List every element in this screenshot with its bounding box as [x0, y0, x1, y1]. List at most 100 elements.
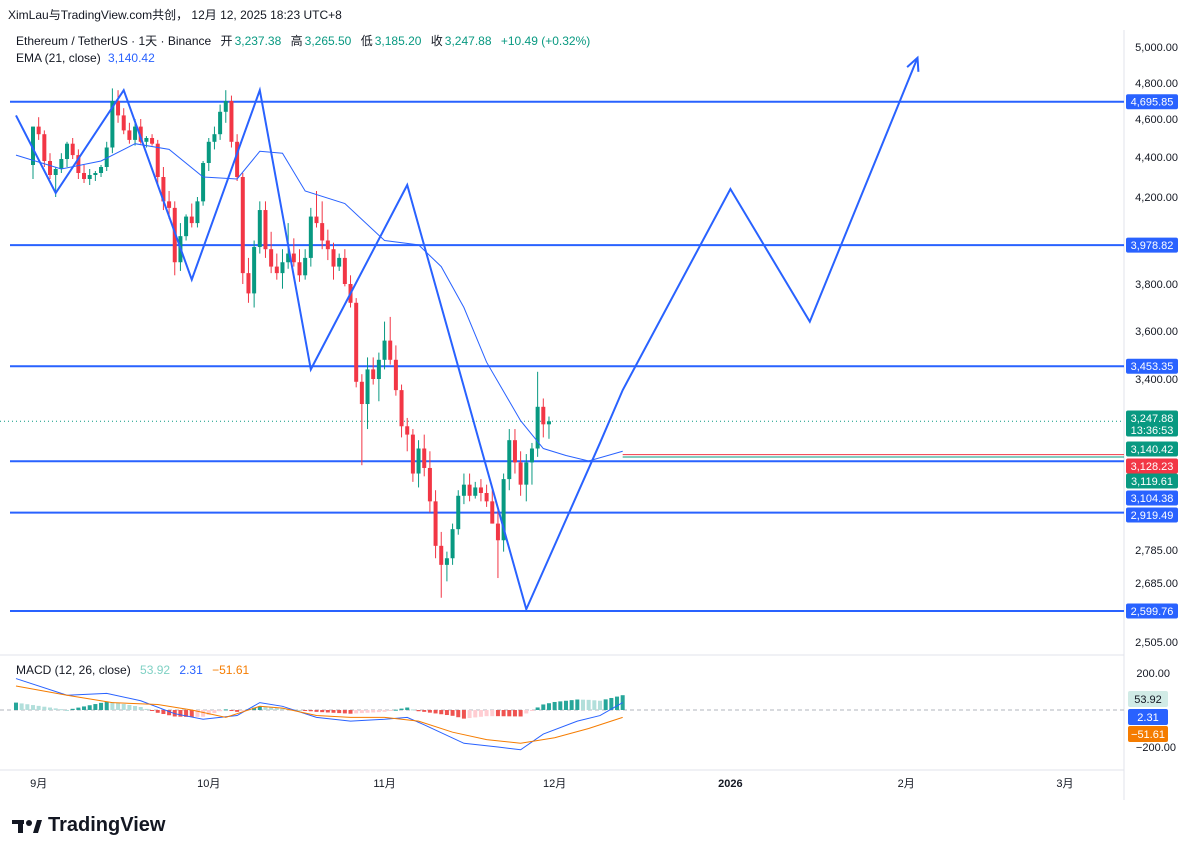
macd-histogram-bar	[444, 710, 449, 716]
candle-body	[541, 406, 546, 425]
macd-histogram-bar	[456, 710, 461, 718]
candle-body	[42, 134, 47, 161]
macd-tick-label: 200.00	[1136, 668, 1170, 680]
macd-histogram-bar	[150, 710, 155, 711]
macd-hist-value: 53.92	[140, 663, 171, 677]
macd-signal-value: −51.61	[212, 663, 250, 677]
macd-histogram-bar	[25, 704, 30, 710]
price-tick-label: 5,000.00	[1135, 42, 1178, 54]
macd-histogram-bar	[405, 707, 410, 710]
price-tick-label: 4,200.00	[1135, 192, 1178, 204]
price-tag-sub: 13:36:53	[1131, 425, 1174, 437]
macd-histogram-bar	[274, 707, 279, 710]
candle-body	[206, 141, 211, 163]
macd-histogram-bar	[206, 710, 211, 715]
macd-histogram-bar	[235, 710, 240, 712]
macd-histogram-bar	[13, 702, 18, 710]
candle-body	[167, 201, 172, 208]
macd-histogram-bar	[592, 700, 597, 710]
candle-body	[184, 216, 189, 237]
candle-body	[240, 177, 245, 274]
candle-body	[110, 101, 115, 148]
candle-body	[410, 434, 415, 474]
macd-histogram-bar	[563, 700, 568, 710]
candle-body	[201, 163, 206, 202]
macd-histogram-bar	[427, 710, 432, 713]
candle-body	[507, 440, 512, 480]
candle-body	[252, 247, 257, 294]
macd-histogram-bar	[575, 699, 580, 710]
macd-histogram-bar	[422, 710, 427, 712]
macd-histogram-bar	[371, 710, 376, 713]
candle-body	[444, 558, 449, 565]
candle-body	[274, 266, 279, 274]
candle-body	[354, 302, 359, 382]
macd-value-tag-bg	[1128, 709, 1168, 725]
candle-body	[473, 487, 478, 496]
macd-histogram-bar	[218, 710, 223, 712]
macd-histogram-bar	[257, 706, 262, 710]
candle-body	[218, 111, 223, 135]
macd-signal-line	[15, 685, 623, 744]
macd-histogram-bar	[495, 710, 500, 717]
candle-body	[93, 173, 98, 175]
macd-label[interactable]: MACD (12, 26, close)	[16, 663, 131, 677]
macd-histogram-bar	[580, 699, 585, 710]
price-tag: 3,104.38	[1131, 493, 1174, 505]
candle-body	[416, 448, 421, 474]
macd-histogram-bar	[512, 710, 517, 717]
ema-label[interactable]: EMA (21, close)	[16, 51, 101, 65]
macd-histogram-bar	[342, 710, 347, 714]
macd-histogram-bar	[53, 708, 58, 710]
macd-histogram-bar	[484, 710, 489, 717]
candle-body	[529, 448, 534, 463]
macd-histogram-bar	[320, 710, 325, 713]
candle-body	[393, 359, 398, 391]
high-label: 高	[290, 34, 303, 48]
macd-histogram-bar	[229, 710, 234, 711]
candle-body	[104, 147, 109, 167]
macd-histogram-bar	[144, 708, 149, 710]
tradingview-logo[interactable]: TradingView	[12, 814, 165, 837]
macd-line-value: 2.31	[179, 663, 203, 677]
low-label: 低	[360, 34, 373, 48]
candle-body	[501, 479, 506, 541]
candle-body	[308, 216, 313, 258]
time-axis-label: 2026	[718, 778, 742, 790]
candle-body	[87, 175, 92, 179]
macd-histogram-bar	[461, 710, 466, 719]
candle-body	[138, 126, 143, 142]
candle-body	[388, 340, 393, 360]
tradingview-logo-text: TradingView	[48, 814, 166, 836]
candle-body	[31, 126, 35, 165]
candle-body	[229, 101, 234, 142]
macd-histogram-bar	[121, 703, 126, 710]
price-tag: 3,119.61	[1131, 476, 1173, 488]
macd-histogram-bar	[252, 707, 257, 710]
open-value: 3,237.38	[234, 34, 282, 48]
macd-histogram-bar	[365, 710, 370, 713]
price-tag: 3,247.88	[1131, 413, 1174, 425]
macd-histogram-bar	[433, 710, 438, 714]
price-tick-label: 2,785.00	[1135, 545, 1178, 557]
macd-histogram-bar	[155, 710, 160, 713]
macd-histogram-bar	[65, 710, 70, 711]
macd-histogram-bar	[450, 710, 455, 716]
level-price-tag: 4,695.85	[1131, 97, 1174, 109]
time-axis-label: 9月	[30, 778, 47, 790]
projection-arrow-head	[906, 55, 920, 72]
macd-histogram-bar	[535, 707, 540, 710]
candle-body	[161, 177, 166, 202]
macd-histogram-bar	[48, 707, 53, 710]
macd-histogram-bar	[82, 706, 87, 710]
macd-histogram-bar	[127, 704, 132, 710]
chart-attribution: XimLau与TradingView.com共创， 12月 12, 2025 1…	[8, 8, 342, 22]
macd-value-tag: −51.61	[1131, 729, 1165, 741]
price-tag-bg	[1126, 410, 1178, 437]
macd-histogram-bar	[507, 710, 512, 717]
price-tag: 3,128.23	[1131, 461, 1174, 473]
symbol-name[interactable]: Ethereum / TetherUS · 1天 · Binance	[16, 34, 212, 48]
candle-body	[524, 462, 529, 485]
macd-histogram-bar	[569, 700, 574, 710]
